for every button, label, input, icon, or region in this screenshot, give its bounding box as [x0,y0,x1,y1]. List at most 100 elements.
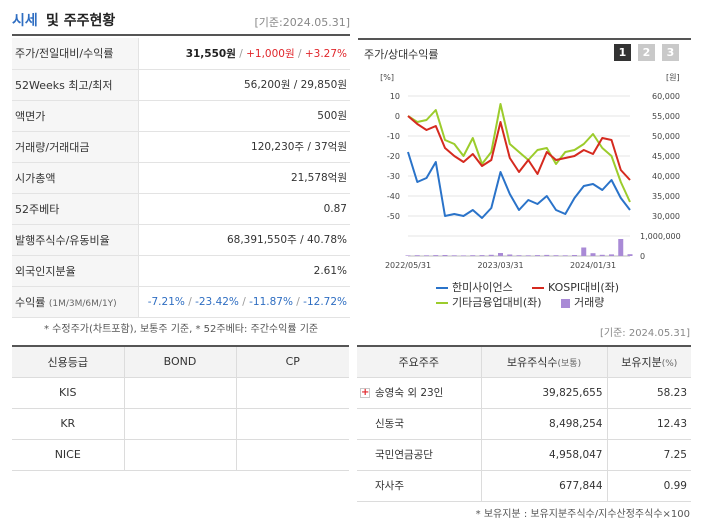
legend-label: 거래량 [574,296,605,309]
table-row: 신동국 8,498,254 12.43 [357,407,691,440]
table-row: 국민연금공단 4,958,047 7.25 [357,438,691,471]
section-title-accent: 시세 [12,13,38,29]
volume-tick-label: 0 [640,252,645,261]
separator: / [238,295,250,308]
returns-cell: -7.21% / -23.42% / -11.87% / -12.72% [138,286,350,317]
legend-swatch [532,287,544,289]
volume-tick-label: 1,000,000 [640,232,681,241]
row-label-text: 수익률 [15,295,46,309]
column-header-ratio: 보유지분(%) [606,346,691,378]
row-label: 시가총액 [12,162,139,193]
y-left-unit: [%] [380,73,394,82]
legend-swatch [436,302,448,304]
holder-ratio: 12.43 [606,407,691,440]
y-left-tick-label: -20 [387,152,400,161]
y-right-tick-label: 60,000 [652,92,680,101]
holder-ratio: 0.99 [606,469,691,502]
separator: / [294,47,305,60]
price-chart: 10 60,000 0 55,000 -10 50,000 -20 45,000 -30 40,0… [380,73,681,270]
shareholders-table: 주요주주 보유주식수(보통) 보유지분(%) + 송영숙 외 23인 39,825… [357,345,691,502]
expand-icon[interactable]: + [360,386,370,398]
cp-cell [235,376,349,409]
y-right-tick-label: 45,000 [652,152,680,161]
y-left-tick-label: 10 [390,92,400,101]
volume-bar [572,255,577,256]
return-1m: -7.21% [147,295,185,308]
volume-bar [562,255,568,256]
shareholders-footnote: * 보유지분 : 보유지분주식수/지수산정주식수×100 [475,509,690,520]
legend-label: KOSPI대비(좌) [548,281,620,294]
chart-page-1-button[interactable]: 1 [614,44,631,61]
table-row: 시가총액 21,578억원 [12,162,350,193]
table-row: 발행주식수/유동비율 68,391,550주 / 40.78% [12,224,350,255]
row-value: 68,391,550주 / 40.78% [226,234,347,246]
volume-bar [414,255,420,256]
y-right-tick-label: 35,000 [652,192,680,201]
bond-cell [123,407,237,440]
column-header: CP [235,346,349,378]
agency-cell: KIS [12,376,125,409]
current-price: 31,550원 [185,47,236,60]
legend-item-sector: 기타금융업대비(좌) [436,294,542,310]
column-header: 신용등급 [12,346,125,378]
y-right-tick-label: 40,000 [652,172,680,181]
row-label: 수익률 (1M/3M/6M/1Y) [12,286,139,317]
price-change-cell: 31,550원 / +1,000원 / +3.27% [138,38,350,69]
x-tick-label: 2022/05/31 [385,261,431,270]
chart-page-3-button[interactable]: 3 [662,44,679,61]
volume-bar [525,255,531,256]
row-label: 52주베타 [12,193,139,224]
table-row: 52Weeks 최고/최저 56,200원 / 29,850원 [12,69,350,100]
cp-cell [235,438,349,471]
y-right-unit: [원] [666,73,680,82]
row-value: 2.61% [313,264,347,277]
table-row: 주가/전일대비/수익률 31,550원 / +1,000원 / +3.27% [12,38,350,69]
x-tick-label: 2024/01/31 [570,261,616,270]
holder-name: 자사주 [357,469,482,502]
holder-name: 신동국 [357,407,482,440]
stock-price-line [407,151,631,219]
table-header-row: 신용등급 BOND CP [12,346,349,378]
holder-shares: 39,825,655 [480,376,608,409]
agency-cell: NICE [12,438,125,471]
volume-bar [442,255,448,256]
column-header: BOND [123,346,237,378]
volume-bar [451,255,457,256]
volume-bar [507,254,513,256]
table-row: + 송영숙 외 23인 39,825,655 58.23 [357,376,691,409]
price-chart-panel: 10 60,000 0 55,000 -10 50,000 -20 45,000 -30 40,0… [358,38,691,310]
row-value: 500원 [317,110,347,122]
y-right-tick-label: 55,000 [652,112,680,121]
row-label: 52Weeks 최고/최저 [12,69,139,100]
volume-bar [590,253,596,256]
base-date: [기준:2024.05.31] [254,16,350,29]
volume-bar [618,239,624,256]
holder-shares: 4,958,047 [480,438,608,471]
table-row: NICE [12,438,349,471]
table-row: 수익률 (1M/3M/6M/1Y) -7.21% / -23.42% / -11… [12,286,350,317]
volume-bar [627,254,633,256]
return-1y: -12.72% [303,295,347,308]
credit-rating-table: 신용등급 BOND CP KIS KR NICE [12,345,349,471]
volume-bar [405,255,411,256]
summary-footnote: * 수정주가(차트포함), 보통주 기준, * 52주베타: 주간수익률 기준 [44,324,319,335]
legend-swatch [561,298,570,308]
y-left-tick-label: -40 [387,192,400,201]
separator: / [235,47,247,60]
volume-bar [470,255,476,256]
legend-swatch [436,287,448,289]
table-row: 52주베타 0.87 [12,193,350,224]
holder-ratio: 58.23 [606,376,691,409]
holder-name: 송영숙 외 23인 [375,387,444,399]
row-label-small: (1M/3M/6M/1Y) [48,298,117,309]
legend-item-volume: 거래량 [561,294,604,310]
price-change-rate: +3.27% [304,47,347,60]
chart-page-2-button[interactable]: 2 [638,44,655,61]
volume-bar [581,247,587,256]
table-row: 거래량/거래대금 120,230주 / 37억원 [12,131,350,162]
volume-bar [599,254,605,256]
column-header-shares: 보유주식수(보통) [480,346,608,378]
return-6m: -11.87% [249,295,293,308]
column-header-name: 주요주주 [357,346,482,378]
row-value: 0.87 [323,202,347,215]
